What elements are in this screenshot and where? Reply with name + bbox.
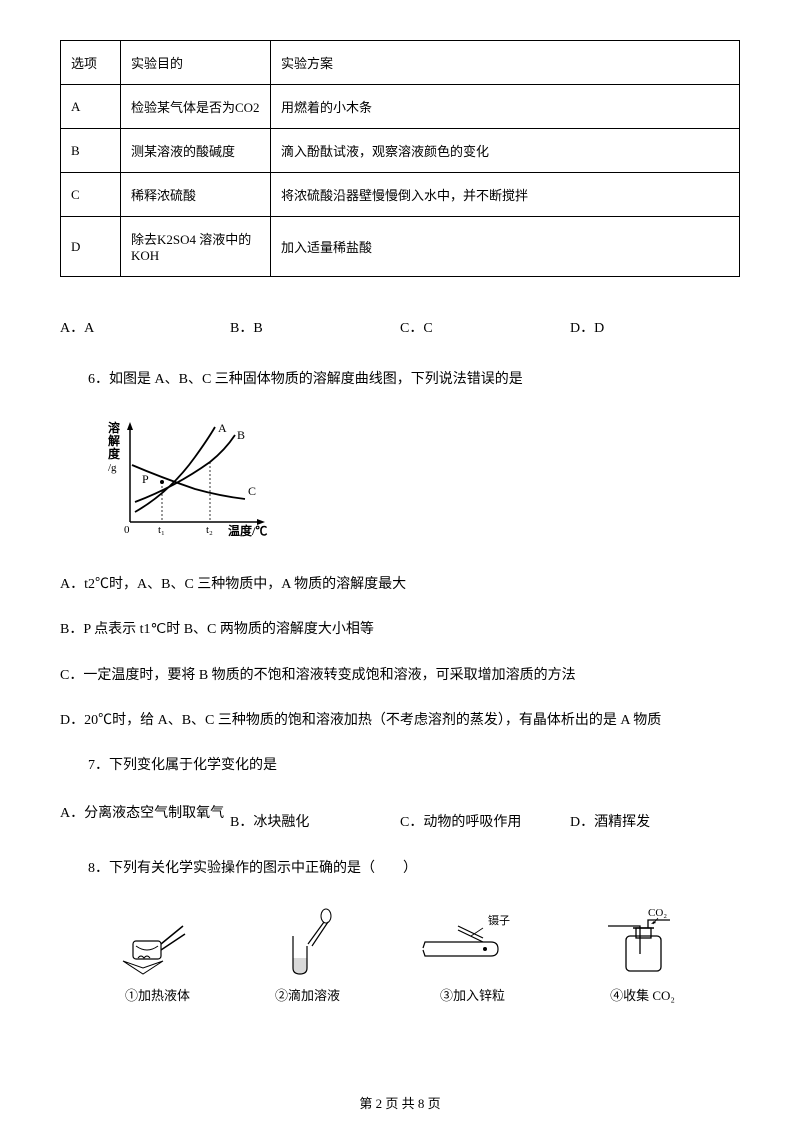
table-row: B 测某溶液的酸碱度 滴入酚酞试液，观察溶液颜色的变化 bbox=[61, 129, 740, 173]
q6-option-c: C．一定温度时，要将 B 物质的不饱和溶液转变成饱和溶液，可采取增加溶质的方法 bbox=[60, 663, 740, 688]
header-option: 选项 bbox=[61, 41, 121, 85]
table-row: C 稀释浓硫酸 将浓硫酸沿器壁慢慢倒入水中，并不断搅拌 bbox=[61, 173, 740, 217]
curve-c bbox=[132, 465, 245, 499]
exp2-label: ②滴加溶液 bbox=[268, 985, 348, 1004]
ylabel: 度 bbox=[108, 446, 121, 461]
cell-purpose: 稀释浓硫酸 bbox=[121, 173, 271, 217]
q5-options: A．A B．B C．C D．D bbox=[60, 317, 740, 337]
q7-text: 7．下列变化属于化学变化的是 bbox=[60, 753, 740, 778]
curve-c-label: C bbox=[248, 484, 256, 498]
header-method: 实验方案 bbox=[271, 41, 740, 85]
q7-option-b: B．冰块融化 bbox=[230, 803, 400, 831]
co2-label: CO₂ bbox=[648, 907, 667, 919]
curve-a bbox=[135, 427, 215, 512]
q7-option-c: C．动物的呼吸作用 bbox=[400, 803, 570, 831]
origin-label: 0 bbox=[124, 524, 130, 536]
dropper-icon bbox=[268, 906, 348, 981]
exp-item-4: CO₂ ④收集 CO₂ bbox=[598, 906, 688, 1004]
option-d: D．D bbox=[570, 317, 740, 337]
cell-purpose: 测某溶液的酸碱度 bbox=[121, 129, 271, 173]
cell-method: 用燃着的小木条 bbox=[271, 85, 740, 129]
cell-method: 加入适量稀盐酸 bbox=[271, 217, 740, 277]
cell-opt: B bbox=[61, 129, 121, 173]
curve-a-label: A bbox=[218, 421, 227, 435]
table-header-row: 选项 实验目的 实验方案 bbox=[61, 41, 740, 85]
xlabel: 温度/℃ bbox=[228, 523, 267, 538]
q7-option-d: D．酒精挥发 bbox=[570, 803, 740, 831]
header-purpose: 实验目的 bbox=[121, 41, 271, 85]
cell-method: 滴入酚酞试液，观察溶液颜色的变化 bbox=[271, 129, 740, 173]
cell-opt: A bbox=[61, 85, 121, 129]
q6-option-b: B．P 点表示 t1℃时 B、C 两物质的溶解度大小相等 bbox=[60, 617, 740, 642]
q7-options: A．分离液态空气制取氧气 B．冰块融化 C．动物的呼吸作用 D．酒精挥发 bbox=[60, 803, 740, 831]
exp-item-3: 镊子 ③加入锌粒 bbox=[413, 906, 533, 1004]
experiment-table: 选项 实验目的 实验方案 A 检验某气体是否为CO2 用燃着的小木条 B 测某溶… bbox=[60, 40, 740, 277]
q8-text: 8．下列有关化学实验操作的图示中正确的是（ ） bbox=[60, 856, 740, 881]
t1-label: t₁ bbox=[158, 524, 165, 536]
solubility-chart: 溶 解 度 /g A B C P 0 t₁ t₂ 温度/℃ bbox=[100, 417, 740, 547]
curve-b bbox=[135, 435, 235, 502]
q7-option-a: A．分离液态空气制取氧气 bbox=[60, 803, 230, 831]
cell-purpose: 除去K2SO4 溶液中的KOH bbox=[121, 217, 271, 277]
exp3-label: ③加入锌粒 bbox=[413, 985, 533, 1004]
q6-option-d: D．20℃时，给 A、B、C 三种物质的饱和溶液加热（不考虑溶剂的蒸发），有晶体… bbox=[60, 708, 740, 733]
cell-purpose: 检验某气体是否为CO2 bbox=[121, 85, 271, 129]
q6-text: 6．如图是 A、B、C 三种固体物质的溶解度曲线图，下列说法错误的是 bbox=[60, 367, 740, 392]
t2-label: t₂ bbox=[206, 524, 213, 536]
table-row: D 除去K2SO4 溶液中的KOH 加入适量稀盐酸 bbox=[61, 217, 740, 277]
cell-opt: C bbox=[61, 173, 121, 217]
y-arrow bbox=[127, 422, 133, 430]
tweezers-label: 镊子 bbox=[488, 914, 510, 927]
table-row: A 检验某气体是否为CO2 用燃着的小木条 bbox=[61, 85, 740, 129]
cell-method: 将浓硫酸沿器壁慢慢倒入水中，并不断搅拌 bbox=[271, 173, 740, 217]
option-c: C．C bbox=[400, 317, 570, 337]
cell-opt: D bbox=[61, 217, 121, 277]
ylabel: 溶 bbox=[108, 420, 120, 435]
exp4-label: ④收集 CO₂ bbox=[598, 985, 688, 1004]
yunit: /g bbox=[108, 462, 117, 474]
heating-liquid-icon bbox=[113, 906, 203, 981]
collect-co2-icon: CO₂ bbox=[598, 906, 688, 981]
exp-item-1: ①加热液体 bbox=[113, 906, 203, 1004]
point-p-label: P bbox=[142, 472, 149, 486]
curve-b-label: B bbox=[237, 428, 245, 442]
ylabel: 解 bbox=[108, 433, 120, 448]
exp1-label: ①加热液体 bbox=[113, 985, 203, 1004]
add-zinc-icon: 镊子 bbox=[413, 906, 533, 981]
exp-item-2: ②滴加溶液 bbox=[268, 906, 348, 1004]
q6-option-a: A．t2℃时，A、B、C 三种物质中，A 物质的溶解度最大 bbox=[60, 572, 740, 597]
option-b: B．B bbox=[230, 317, 400, 337]
option-a: A．A bbox=[60, 317, 230, 337]
chart-svg: 溶 解 度 /g A B C P 0 t₁ t₂ 温度/℃ bbox=[100, 417, 280, 547]
page-footer: 第 2 页 共 8 页 bbox=[0, 1093, 800, 1112]
experiment-diagrams: ①加热液体 ②滴加溶液 镊子 ③加入锌粒 CO₂ bbox=[80, 906, 720, 1004]
